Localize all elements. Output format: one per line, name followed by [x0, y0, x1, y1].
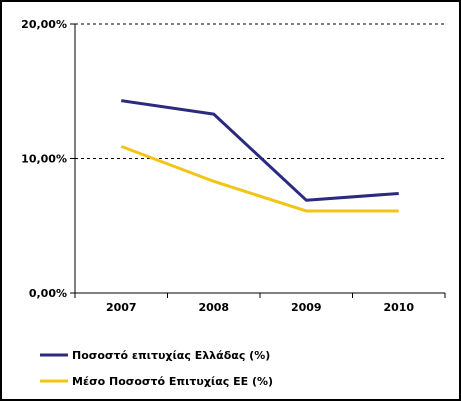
- series-line-greece: [121, 99, 399, 202]
- x-tick-labels: 2007 2008 2009 2010: [106, 301, 414, 314]
- y-tick-label: 0,00%: [29, 287, 67, 300]
- gridlines: [75, 23, 445, 159]
- y-tick-label: 20,00%: [21, 18, 67, 31]
- y-tick-labels: 0,00% 10,00% 20,00%: [21, 18, 67, 300]
- x-tick-label: 2010: [383, 301, 414, 314]
- y-tick-label: 10,00%: [21, 153, 67, 166]
- x-tick-label: 2009: [291, 301, 322, 314]
- series-line-eu-average: [120, 144, 399, 213]
- legend-label: Ποσοστό επιτυχίας Ελλάδας (%): [72, 349, 270, 362]
- x-tick-label: 2007: [106, 301, 137, 314]
- legend-label: Μέσο Ποσοστό Επιτυχίας ΕΕ (%): [72, 375, 273, 388]
- x-tick-label: 2008: [198, 301, 229, 314]
- series-lines: [120, 99, 399, 213]
- legend: Ποσοστό επιτυχίας Ελλάδας (%) Μέσο Ποσοστ…: [40, 349, 273, 388]
- axes: [70, 23, 446, 298]
